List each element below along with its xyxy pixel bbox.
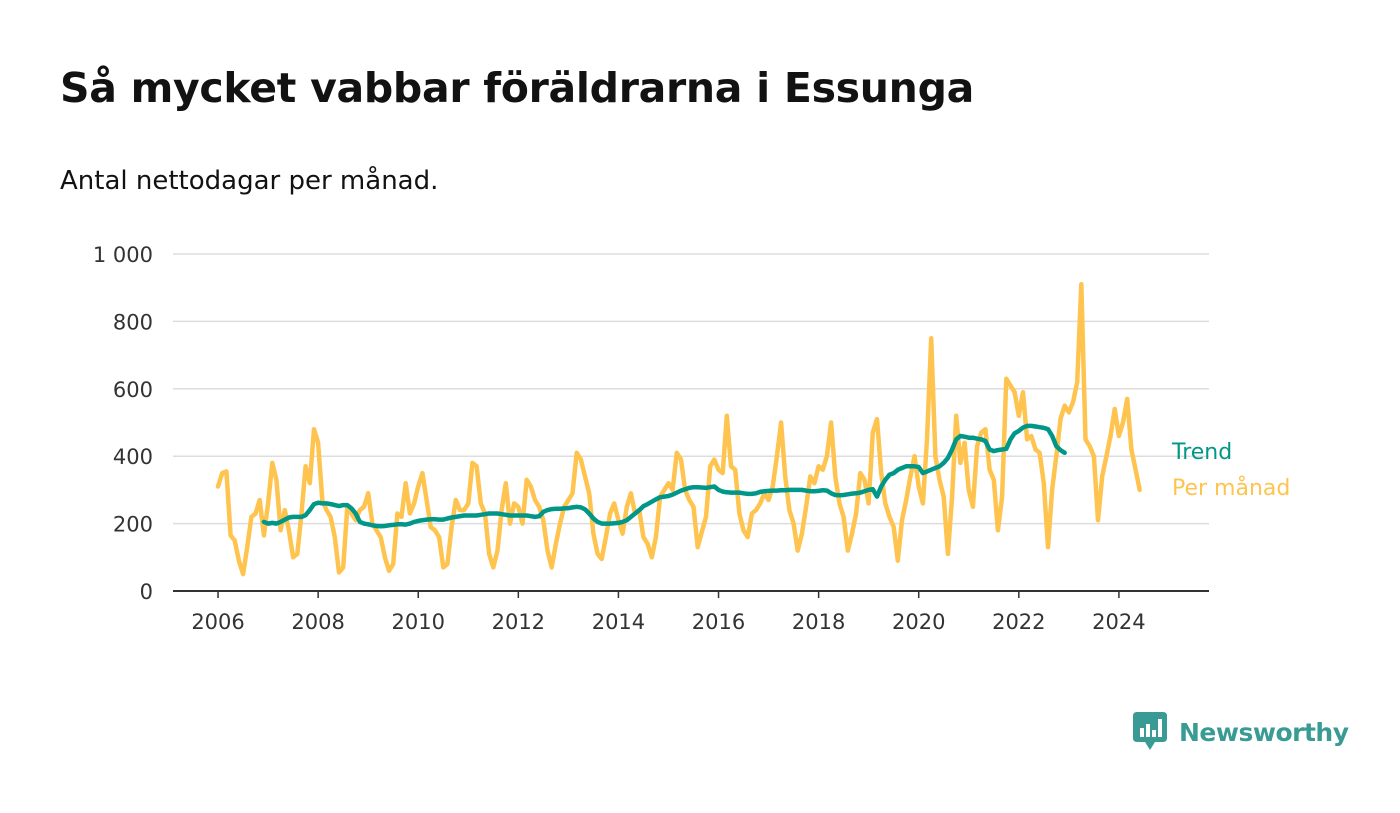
chart-title: Så mycket vabbar föräldrarna i Essunga: [60, 64, 974, 112]
series-layer: [215, 282, 1142, 577]
x-tick-label: 2006: [191, 610, 244, 634]
x-tick-label: 2018: [792, 610, 845, 634]
x-tick-label: 2010: [392, 610, 445, 634]
x-tick-label: 2022: [992, 610, 1045, 634]
x-tick-label: 2024: [1092, 610, 1145, 634]
y-tick-label: 400: [113, 445, 153, 469]
brand-name: Newsworthy: [1179, 717, 1349, 747]
x-axis: 2006 2008 2010 2012 2014 2016 2018 2020 2022 2024: [173, 590, 1209, 634]
y-tick-label: 800: [113, 310, 153, 334]
y-tick-label: 200: [113, 513, 153, 537]
brand: Newsworthy: [1133, 712, 1349, 752]
y-tick-label: 600: [113, 378, 153, 402]
x-tick-label: 2014: [592, 610, 645, 634]
x-tick-label: 2012: [492, 610, 545, 634]
chart-subtitle: Antal nettodagar per månad.: [60, 166, 439, 196]
y-axis-ticks: 0 200 400 600 800 1 000: [93, 243, 153, 604]
newsworthy-logo-icon: [1133, 712, 1167, 750]
y-tick-label: 0: [140, 580, 153, 604]
x-tick-label: 2008: [291, 610, 344, 634]
series-end-labels: Per månad Trend: [1171, 440, 1290, 501]
y-tick-label: 1 000: [93, 243, 153, 267]
series-label-per-m-nad: Per månad: [1172, 475, 1290, 501]
series-label-trend: Trend: [1171, 440, 1232, 465]
series-line-trend: [261, 423, 1067, 529]
x-tick-label: 2016: [692, 610, 745, 634]
x-tick-label: 2020: [892, 610, 945, 634]
series-line-per-m-nad: [215, 282, 1142, 577]
